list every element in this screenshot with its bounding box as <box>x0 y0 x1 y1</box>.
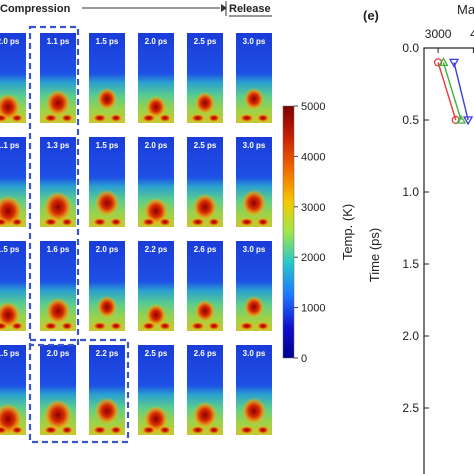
snapshot-time-label: 1.6 ps <box>47 245 70 254</box>
snapshot-tile: 2.0 ps <box>40 345 76 435</box>
snapshot-tile: 2.6 ps <box>187 241 223 331</box>
snapshot-tile: 3.0 ps <box>236 241 272 331</box>
colorbar-tick-label: 5000 <box>301 101 325 113</box>
colorbar-label: Temp. (K) <box>340 204 355 260</box>
snapshot-tile: 2.0 ps <box>138 33 174 123</box>
snapshot-tile: 2.6 ps <box>187 345 223 435</box>
snapshot-time-label: 2.2 ps <box>96 349 119 358</box>
snapshot-tile: 1.1 ps <box>0 137 26 227</box>
panel-e-ylabel: Time (ps) <box>367 228 382 282</box>
snapshot-time-label: 2.2 ps <box>145 245 168 254</box>
snapshot-time-label: 1.1 ps <box>47 37 70 46</box>
snapshot-tile: 2.5 ps <box>187 33 223 123</box>
snapshot-tile: 3.0 ps <box>236 345 272 435</box>
snapshot-time-label: 2.0 ps <box>145 141 168 150</box>
panel-e-ytick-label: 2.5 <box>402 401 419 415</box>
highlight-box-column-2 <box>28 25 80 347</box>
colorbar <box>282 105 295 359</box>
snapshot-tile: 2.5 ps <box>138 345 174 435</box>
snapshot-time-label: 1.5 ps <box>0 245 20 254</box>
snapshot-time-label: 3.0 ps <box>243 141 266 150</box>
snapshot-tile: 1.1 ps <box>40 33 76 123</box>
panel-e-series-line <box>437 62 457 121</box>
release-label: Release <box>229 3 271 15</box>
panel-e-ytick-label: 0.0 <box>402 41 419 55</box>
snapshot-tile: 1.5 ps <box>89 137 125 227</box>
snapshot-tile: 1.5 ps <box>0 241 26 331</box>
snapshot-time-label: 2.5 ps <box>145 349 168 358</box>
snapshot-tile: 3.0 ps <box>236 137 272 227</box>
snapshot-time-label: 2.0 ps <box>145 37 168 46</box>
snapshot-time-label: 3.0 ps <box>243 37 266 46</box>
colorbar-tick-label: 0 <box>301 353 307 365</box>
panel-e-data-point <box>462 116 474 126</box>
snapshot-tile: 1.5 ps <box>0 345 26 435</box>
panel-e-xtick-label: 4 <box>470 27 474 41</box>
snapshot-tile: 1.6 ps <box>40 241 76 331</box>
snapshot-tile: 1.5 ps <box>89 33 125 123</box>
compression-bracket-arrow <box>221 4 227 12</box>
snapshot-time-label: 2.0 ps <box>0 37 20 46</box>
snapshot-tile: 2.2 ps <box>138 241 174 331</box>
compression-label: Compression <box>0 3 71 15</box>
snapshot-time-label: 1.5 ps <box>0 349 20 358</box>
colorbar-tick-label: 2000 <box>301 252 325 264</box>
panel-e-ytick-label: 2.0 <box>402 329 419 343</box>
snapshot-tile: 2.5 ps <box>187 137 223 227</box>
snapshot-tile: 2.0 ps <box>0 33 26 123</box>
panel-e-ytick-label: 1.5 <box>402 257 419 271</box>
snapshot-time-label: 1.1 ps <box>0 141 20 150</box>
panel-e-label: (e) <box>363 8 379 23</box>
snapshot-time-label: 3.0 ps <box>243 349 266 358</box>
snapshot-time-label: 1.5 ps <box>96 37 119 46</box>
snapshot-tile: 2.0 ps <box>138 137 174 227</box>
panel-e-data-point <box>438 57 449 67</box>
snapshot-time-label: 3.0 ps <box>243 245 266 254</box>
colorbar-tick-label: 1000 <box>301 303 325 315</box>
snapshot-time-label: 2.0 ps <box>47 349 70 358</box>
panel-e-series-line <box>442 62 462 121</box>
snapshot-tile: 2.0 ps <box>89 241 125 331</box>
snapshot-time-label: 2.5 ps <box>194 37 217 46</box>
snapshot-time-label: 2.5 ps <box>194 141 217 150</box>
snapshot-tile: 2.2 ps <box>89 345 125 435</box>
snapshot-time-label: 2.6 ps <box>194 349 217 358</box>
panel-e-ytick-label: 1.0 <box>402 185 419 199</box>
panel-e-xtick-label: 3000 <box>425 27 452 41</box>
snapshot-time-label: 1.5 ps <box>96 141 119 150</box>
snapshot-time-label: 2.6 ps <box>194 245 217 254</box>
panel-e-data-point <box>448 58 460 68</box>
colorbar-tick-label: 3000 <box>301 202 325 214</box>
snapshot-tile: 1.3 ps <box>40 137 76 227</box>
panel-e-data-point <box>455 114 467 124</box>
snapshot-time-label: 1.3 ps <box>47 141 70 150</box>
panel-e-ytick-label: 0.5 <box>402 113 419 127</box>
panel-e-series-line <box>453 62 469 121</box>
snapshot-tile: 3.0 ps <box>236 33 272 123</box>
snapshot-time-label: 2.0 ps <box>96 245 119 254</box>
colorbar-tick-label: 4000 <box>301 151 325 163</box>
panel-e-top-axis-title: Ma <box>457 2 474 17</box>
